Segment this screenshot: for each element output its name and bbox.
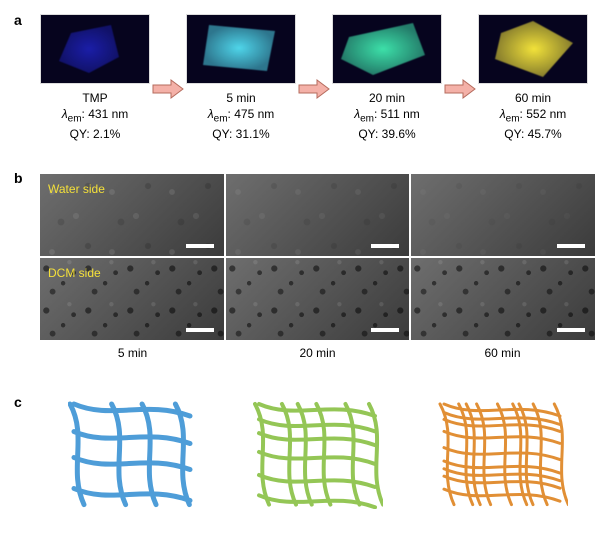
panel-label-a: a <box>14 12 22 28</box>
figure-root: a b c TMPλem: 431 nmQY: 2.1% 5 minλem: 47… <box>0 0 616 542</box>
sample-caption: 60 minλem: 552 nmQY: 45.7% <box>500 90 567 142</box>
sem-timepoints: 5 min20 min60 min <box>40 346 595 360</box>
panel-label-c: c <box>14 394 22 410</box>
scale-bar <box>557 244 585 248</box>
fluorescence-image <box>40 14 150 84</box>
sem-timepoint-label: 5 min <box>40 346 225 360</box>
sample-caption: 5 minλem: 475 nmQY: 31.1% <box>208 90 275 142</box>
fluorescence-image <box>186 14 296 84</box>
water-side-label: Water side <box>48 182 105 196</box>
sem-image: Water side <box>40 174 224 256</box>
mesh-schematic <box>68 398 198 512</box>
sem-image <box>226 258 410 340</box>
sem-image <box>411 174 595 256</box>
sem-grid: Water side DCM side <box>40 174 595 340</box>
panel-a: TMPλem: 431 nmQY: 2.1% 5 minλem: 475 nmQY… <box>40 14 600 142</box>
scale-bar <box>371 244 399 248</box>
sem-image: DCM side <box>40 258 224 340</box>
fluorescence-sample: 20 minλem: 511 nmQY: 39.6% <box>332 14 442 142</box>
fluorescence-sample: TMPλem: 431 nmQY: 2.1% <box>40 14 150 142</box>
arrow-icon <box>442 56 478 100</box>
scale-bar <box>557 328 585 332</box>
fluorescence-image <box>478 14 588 84</box>
mesh-schematic <box>438 398 568 512</box>
scale-bar <box>371 328 399 332</box>
scale-bar <box>186 328 214 332</box>
sample-caption: 20 minλem: 511 nmQY: 39.6% <box>354 90 420 142</box>
panel-label-b: b <box>14 170 23 186</box>
dcm-side-label: DCM side <box>48 266 101 280</box>
panel-c <box>40 398 595 512</box>
arrow-icon <box>296 56 332 100</box>
sem-timepoint-label: 20 min <box>225 346 410 360</box>
sample-caption: TMPλem: 431 nmQY: 2.1% <box>62 90 129 142</box>
fluorescence-sample: 60 minλem: 552 nmQY: 45.7% <box>478 14 588 142</box>
fluorescence-image <box>332 14 442 84</box>
sem-timepoint-label: 60 min <box>410 346 595 360</box>
fluorescence-sample: 5 minλem: 475 nmQY: 31.1% <box>186 14 296 142</box>
scale-bar <box>186 244 214 248</box>
panel-b: Water side DCM side 5 min20 min60 min <box>40 174 595 360</box>
sem-image <box>411 258 595 340</box>
sem-image <box>226 174 410 256</box>
arrow-icon <box>150 56 186 100</box>
mesh-schematic <box>253 398 383 512</box>
